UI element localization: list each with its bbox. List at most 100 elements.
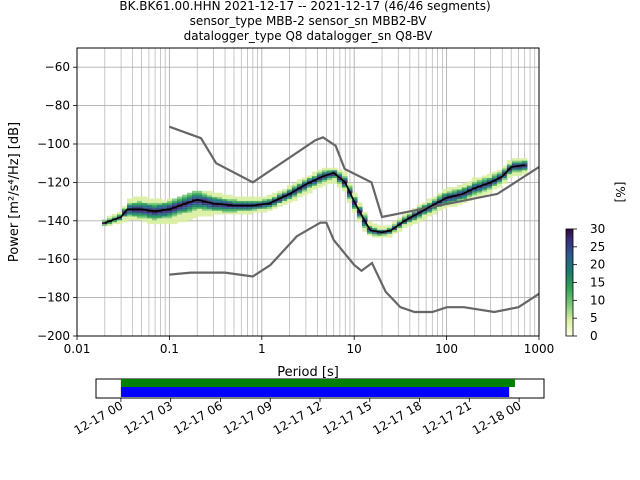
density-cell	[127, 211, 133, 215]
density-cell	[196, 208, 203, 211]
density-cell	[186, 217, 193, 221]
density-cell	[331, 169, 338, 173]
density-cell	[137, 215, 143, 219]
density-cell	[221, 210, 228, 213]
density-cell	[286, 190, 293, 194]
density-cell	[151, 219, 158, 223]
density-cell	[117, 221, 123, 225]
density-cell	[386, 233, 393, 236]
density-cell	[171, 200, 178, 203]
density-cell	[127, 210, 133, 213]
density-cell	[246, 208, 253, 211]
density-cell	[416, 217, 423, 221]
density-cell	[211, 196, 218, 200]
density-cell	[356, 208, 363, 211]
colorbar-tick-label: 20	[590, 258, 605, 272]
density-cell	[186, 215, 193, 219]
density-cell	[371, 223, 378, 227]
density-cell	[246, 206, 253, 209]
density-cell	[166, 200, 173, 203]
density-cell	[216, 196, 223, 200]
density-cell	[161, 202, 168, 205]
density-cell	[112, 213, 118, 217]
density-cell	[206, 194, 213, 198]
density-cell	[151, 215, 158, 219]
density-cell	[161, 213, 168, 217]
density-cell	[471, 192, 478, 196]
density-cell	[351, 210, 358, 213]
density-cell	[451, 198, 458, 202]
density-cell	[431, 198, 438, 202]
density-cell	[321, 179, 328, 182]
density-cell	[346, 192, 353, 196]
density-cell	[127, 198, 133, 202]
density-cell	[471, 190, 478, 194]
density-cell	[191, 200, 198, 203]
density-cell	[516, 165, 523, 169]
density-cell	[261, 198, 268, 202]
density-cell	[161, 211, 168, 215]
density-cell	[401, 215, 408, 219]
density-cell	[221, 204, 228, 207]
density-cell	[122, 217, 128, 221]
density-cell	[112, 219, 118, 223]
density-cell	[316, 169, 323, 173]
density-cell	[261, 200, 268, 203]
density-cell	[426, 198, 433, 202]
density-cell	[156, 213, 163, 217]
colorbar-tick-label: 15	[590, 276, 605, 290]
density-cell	[416, 219, 423, 223]
density-cell	[386, 227, 393, 230]
colorbar: 0 5 10 15 20 25 30 [%]	[565, 182, 627, 343]
density-cell	[446, 198, 453, 202]
density-cell	[137, 198, 143, 202]
coverage-bar-1	[120, 387, 510, 397]
coverage-tick-label: 12-17 00	[72, 398, 126, 437]
density-cell	[271, 194, 278, 198]
density-cell	[176, 215, 183, 219]
density-cell	[251, 206, 258, 209]
y-tick-label: −120	[37, 175, 70, 189]
density-cell	[291, 198, 298, 202]
density-cell	[381, 227, 388, 230]
coverage-tick-label: 12-17 21	[420, 398, 474, 437]
density-cell	[316, 183, 323, 186]
density-cell	[521, 167, 528, 171]
density-cell	[231, 200, 238, 203]
density-cell	[356, 206, 363, 209]
density-cell	[476, 177, 483, 180]
density-cell	[132, 198, 138, 202]
density-cell	[181, 198, 188, 202]
density-cell	[236, 200, 243, 203]
density-cell	[481, 192, 488, 196]
density-cell	[216, 198, 223, 202]
density-cell	[321, 167, 328, 171]
density-cell	[301, 177, 308, 180]
density-cell	[341, 173, 348, 177]
density-cell	[181, 208, 188, 211]
density-cell	[161, 221, 168, 225]
density-cell	[151, 206, 158, 209]
density-cell	[246, 196, 253, 200]
density-cell	[286, 200, 293, 203]
density-cell	[161, 217, 168, 221]
density-cell	[236, 198, 243, 202]
density-cell	[186, 210, 193, 213]
density-cell	[306, 179, 313, 182]
density-cell	[521, 171, 528, 175]
coverage-tick-label: 12-17 09	[221, 398, 275, 437]
density-cell	[107, 223, 113, 227]
density-cell	[206, 198, 213, 202]
density-cell	[271, 204, 278, 207]
density-cell	[396, 221, 403, 225]
density-cell	[271, 198, 278, 202]
density-cell	[491, 177, 498, 180]
density-cell	[216, 210, 223, 213]
coverage-tick-label: 12-17 03	[121, 398, 175, 437]
density-cell	[196, 210, 203, 213]
colorbar-tick-label: 5	[590, 311, 598, 325]
density-cell	[201, 210, 208, 213]
density-cell	[127, 204, 133, 207]
density-cell	[326, 177, 333, 180]
